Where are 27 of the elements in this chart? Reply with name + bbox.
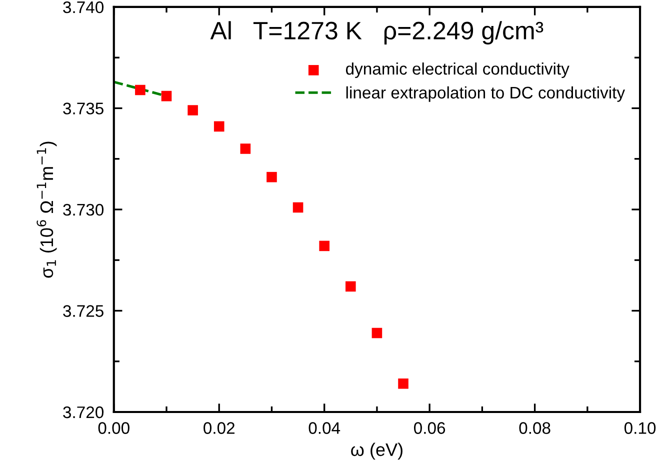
y-tick-label: 3.725 — [63, 305, 104, 317]
point — [319, 240, 330, 252]
y-tick-label: 3.740 — [63, 1, 104, 14]
y-tick-label: 3.720 — [63, 406, 104, 418]
point — [346, 281, 356, 292]
point — [266, 172, 277, 182]
text: Al T=1273 K ρ=2.249 g/cm³ — [210, 21, 544, 44]
point — [188, 105, 198, 116]
point — [398, 378, 408, 389]
point — [135, 84, 146, 96]
point — [161, 90, 172, 102]
x-tick-label: 0.04 — [308, 422, 340, 434]
x-tick-label: 0.08 — [519, 422, 550, 434]
point — [240, 144, 251, 154]
x-tick-label: 0.10 — [624, 422, 656, 434]
x-tick-label: 0.06 — [414, 422, 446, 434]
x-tick-label: 0.02 — [204, 422, 234, 434]
text: σ$_{1}$ (10$^{6}$ Ω$^{−1}$m$^{−1}$) — [36, 142, 57, 278]
point — [292, 202, 304, 213]
y-tick-label: 3.735 — [63, 102, 104, 114]
legend-label: linear extrapolation to DC conductivity — [346, 86, 626, 102]
x-axis-title: ω (eV) — [351, 442, 402, 460]
legend-label: dynamic electrical conductivity — [346, 62, 570, 78]
point — [372, 328, 382, 338]
x-tick-label: 0.00 — [98, 422, 130, 434]
y-tick-label: 3.730 — [63, 204, 104, 216]
point — [214, 121, 224, 132]
